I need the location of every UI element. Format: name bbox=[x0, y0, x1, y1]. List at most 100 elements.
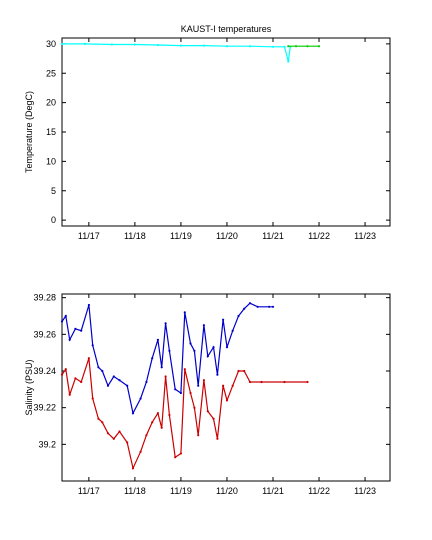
salinity-series-1-point bbox=[97, 417, 100, 420]
salinity-panel: 11/17 11/18 11/19 11/20 11/21 11/22 11/23 39.2 3… bbox=[24, 293, 391, 496]
salinity-series-0-point bbox=[131, 412, 135, 415]
salinity-series-0-point bbox=[80, 329, 83, 332]
salinity-series-1-point bbox=[202, 379, 205, 382]
temperature-x-tick-label: 11/20 bbox=[216, 231, 238, 241]
temperature-chart-title: KAUST-I temperatures bbox=[181, 24, 272, 34]
salinity-y-tick-label: 39.22 bbox=[33, 403, 56, 413]
salinity-series-0-point bbox=[126, 384, 129, 387]
salinity-series-0-point bbox=[68, 338, 71, 341]
salinity-series-0-point bbox=[139, 397, 142, 400]
salinity-axes-frame bbox=[61, 293, 391, 482]
salinity-series-0-point bbox=[87, 303, 90, 307]
salinity-series-1-point bbox=[189, 391, 192, 395]
salinity-series-0-point bbox=[256, 305, 259, 308]
salinity-series-0-point bbox=[174, 388, 177, 391]
salinity-series-1-point bbox=[283, 380, 286, 384]
salinity-series-1-point bbox=[60, 373, 64, 376]
salinity-series-1-point bbox=[231, 384, 234, 387]
salinity-series-0-point bbox=[97, 366, 100, 369]
salinity-series-1-point bbox=[87, 357, 90, 360]
temperature-series-0-point bbox=[202, 44, 205, 47]
salinity-series-1-point bbox=[179, 452, 182, 455]
salinity-series-1-point bbox=[306, 380, 309, 384]
temperature-series-1-point bbox=[287, 45, 290, 48]
temperature-y-tick-label: 30 bbox=[46, 39, 56, 49]
temperature-x-tick-label: 11/17 bbox=[78, 231, 100, 241]
temperature-series-0-point bbox=[83, 42, 87, 46]
salinity-series-1-point bbox=[160, 426, 163, 429]
salinity-series-0-point bbox=[222, 318, 225, 321]
salinity-series-0-point bbox=[74, 327, 77, 330]
temperature-series-0-point bbox=[271, 45, 275, 48]
salinity-series-1-point bbox=[248, 380, 252, 384]
salinity-series-0-point bbox=[189, 342, 192, 345]
salinity-series-0-point bbox=[268, 305, 271, 308]
salinity-series-0-point bbox=[91, 344, 94, 347]
salinity-series-1-point bbox=[193, 406, 196, 409]
salinity-series-1-point bbox=[80, 380, 83, 384]
salinity-series-1-point bbox=[156, 412, 159, 415]
salinity-series-0-point bbox=[60, 320, 64, 323]
salinity-x-tick-label: 11/21 bbox=[262, 486, 284, 496]
salinity-series-1-point bbox=[112, 437, 115, 440]
salinity-series-1-point bbox=[212, 417, 215, 420]
salinity-series-1-point bbox=[197, 434, 200, 437]
salinity-series-0-point bbox=[183, 311, 186, 314]
salinity-series-0-point bbox=[112, 375, 115, 378]
salinity-series-0-point bbox=[206, 355, 209, 358]
salinity-y-tick-label: 39.26 bbox=[33, 329, 56, 339]
salinity-series-1-point bbox=[126, 441, 129, 444]
temperature-series-1-point bbox=[306, 45, 309, 48]
salinity-series-1-line bbox=[61, 358, 308, 471]
salinity-series-1-point bbox=[168, 413, 171, 417]
salinity-series-1-point bbox=[225, 399, 229, 402]
temperature-y-tick-label: 20 bbox=[46, 98, 56, 108]
salinity-series-0-point bbox=[231, 329, 234, 332]
salinity-series-1-point bbox=[145, 434, 148, 437]
salinity-series-0-point bbox=[64, 314, 67, 318]
salinity-x-tick-label: 11/22 bbox=[308, 486, 330, 496]
salinity-series-0-point bbox=[202, 324, 205, 327]
temperature-series-0-point bbox=[133, 43, 136, 46]
salinity-series-1-point bbox=[222, 384, 225, 387]
temperature-series-0-point bbox=[248, 45, 252, 48]
temperature-x-tick-label: 11/19 bbox=[170, 231, 192, 241]
salinity-series-1-point bbox=[68, 393, 71, 396]
salinity-series-0-point bbox=[168, 349, 171, 352]
salinity-series-1-point bbox=[91, 397, 94, 400]
temperature-series-1-point bbox=[317, 45, 321, 48]
salinity-y-tick-label: 39.2 bbox=[38, 439, 56, 449]
salinity-series-0-point bbox=[237, 314, 240, 318]
salinity-x-tick-label: 11/19 bbox=[170, 486, 192, 496]
salinity-series-0-point bbox=[248, 302, 252, 305]
salinity-series-0-point bbox=[118, 379, 121, 382]
salinity-series-0-point bbox=[106, 384, 110, 387]
salinity-series-1-point bbox=[216, 437, 219, 440]
temperature-x-tick-label: 11/23 bbox=[354, 231, 376, 241]
salinity-series-1-point bbox=[206, 410, 209, 413]
temperature-y-tick-label: 15 bbox=[46, 127, 56, 137]
temperature-panel: 11/17 11/18 11/19 11/20 11/21 11/22 11/23 0 5 10 1… bbox=[24, 24, 391, 241]
salinity-y-tick-label: 39.28 bbox=[33, 293, 56, 303]
salinity-series-1-point bbox=[106, 432, 110, 435]
salinity-series-0-line bbox=[61, 302, 273, 415]
salinity-series-1-point bbox=[183, 368, 186, 371]
temperature-series-1-point bbox=[294, 45, 298, 48]
temperature-x-tick-label: 11/22 bbox=[308, 231, 330, 241]
salinity-series-1-point bbox=[118, 430, 121, 433]
temperature-y-tick-label: 0 bbox=[51, 215, 56, 225]
salinity-series-0-point bbox=[164, 322, 167, 325]
temperature-y-tick-label: 5 bbox=[51, 186, 56, 196]
temperature-axes-frame bbox=[61, 37, 391, 227]
salinity-series-0-point bbox=[193, 349, 196, 352]
temperature-series-0-point bbox=[179, 44, 182, 47]
salinity-series-0-point bbox=[145, 380, 148, 384]
salinity-series-0-point bbox=[160, 366, 163, 369]
salinity-series-0-point bbox=[179, 391, 182, 395]
salinity-series-1-point bbox=[174, 456, 177, 459]
salinity-x-tick-label: 11/17 bbox=[78, 486, 100, 496]
salinity-series-0-point bbox=[151, 357, 154, 360]
salinity-series-1-point bbox=[260, 380, 263, 384]
temperature-series-0-point bbox=[60, 42, 64, 46]
